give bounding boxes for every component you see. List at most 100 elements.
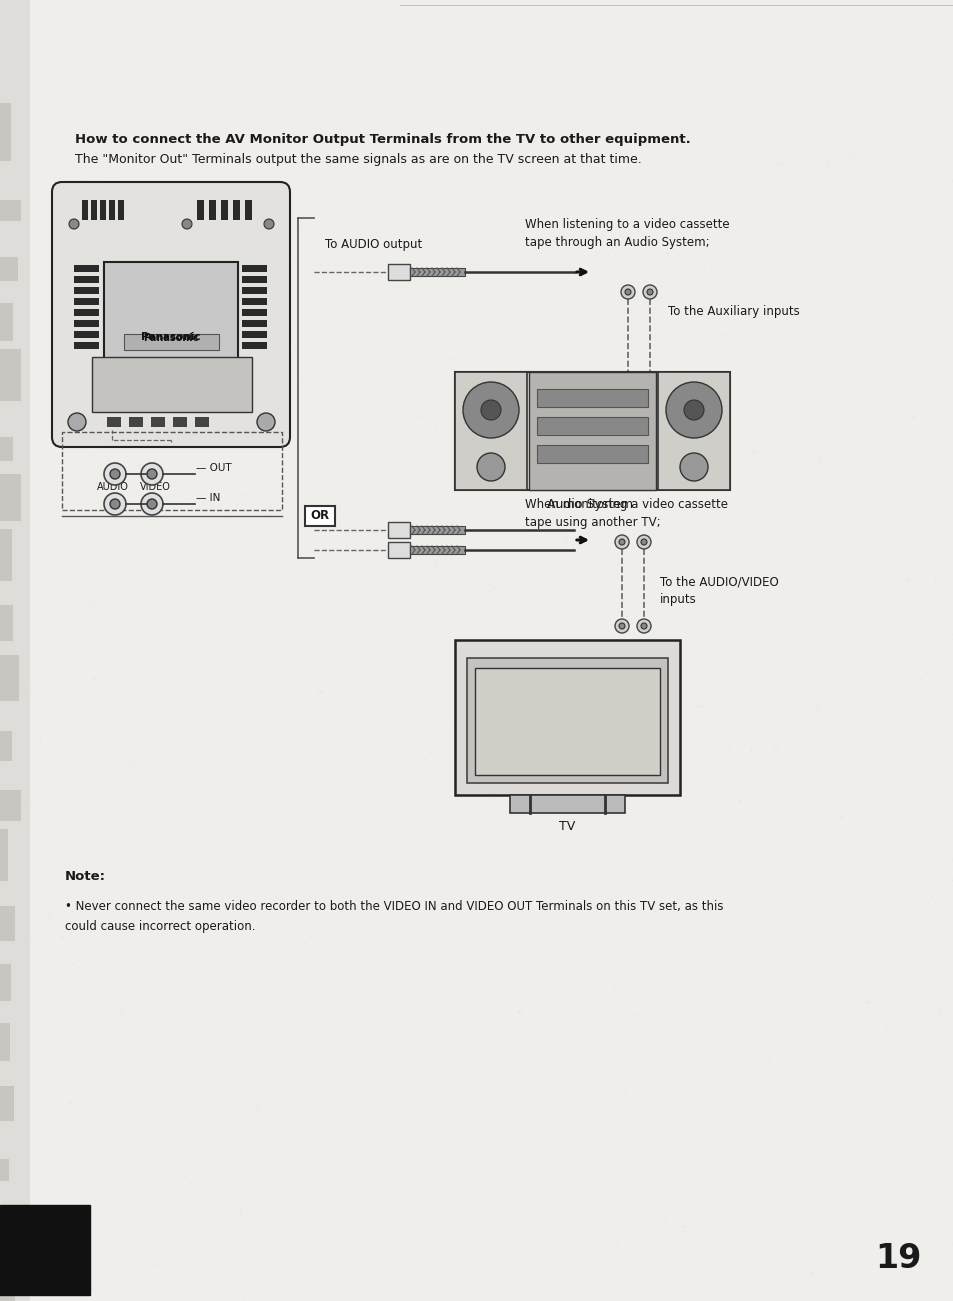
Bar — [118, 200, 124, 220]
Bar — [410, 526, 464, 533]
Bar — [305, 506, 335, 526]
Bar — [0, 0, 30, 1301]
Circle shape — [141, 463, 163, 485]
Text: Panasonic: Panasonic — [141, 332, 200, 342]
Bar — [0, 1086, 14, 1121]
Circle shape — [646, 289, 652, 295]
Text: VIDEO: VIDEO — [140, 481, 171, 492]
Bar — [0, 303, 13, 341]
Text: When monitoring a video cassette
tape using another TV;: When monitoring a video cassette tape us… — [524, 498, 727, 530]
Bar — [100, 200, 106, 220]
Circle shape — [110, 500, 120, 509]
Bar — [242, 288, 267, 294]
Bar — [242, 320, 267, 327]
Bar — [0, 437, 13, 461]
Circle shape — [182, 219, 192, 229]
Circle shape — [618, 623, 624, 628]
Bar — [109, 200, 115, 220]
Bar — [74, 320, 99, 327]
Circle shape — [665, 382, 721, 438]
Circle shape — [104, 463, 126, 485]
Bar — [0, 905, 15, 941]
Bar — [0, 654, 19, 701]
Text: TV: TV — [558, 820, 575, 833]
Bar — [91, 200, 97, 220]
Bar — [172, 418, 187, 427]
Circle shape — [147, 500, 157, 509]
Bar — [151, 418, 165, 427]
Bar — [455, 372, 729, 490]
Circle shape — [615, 619, 628, 634]
Bar — [74, 342, 99, 349]
Bar — [510, 795, 624, 813]
Circle shape — [264, 219, 274, 229]
Bar — [242, 276, 267, 284]
Bar — [74, 298, 99, 304]
Circle shape — [141, 493, 163, 515]
Bar — [0, 1159, 9, 1181]
Text: 19: 19 — [874, 1242, 921, 1275]
Circle shape — [476, 453, 504, 481]
Bar — [74, 265, 99, 272]
Bar — [74, 310, 99, 316]
Bar — [0, 790, 21, 821]
Bar — [0, 829, 8, 881]
Bar — [221, 200, 228, 220]
Bar — [410, 268, 464, 276]
Bar — [0, 1215, 21, 1241]
Bar — [658, 372, 729, 490]
Circle shape — [642, 285, 657, 299]
Bar — [74, 330, 99, 338]
Bar — [0, 103, 11, 161]
Bar — [233, 200, 240, 220]
Circle shape — [615, 535, 628, 549]
Text: • Never connect the same video recorder to both the VIDEO IN and VIDEO OUT Termi: • Never connect the same video recorder … — [65, 900, 722, 933]
Text: OR: OR — [310, 509, 329, 522]
Text: How to connect the AV Monitor Output Terminals from the TV to other equipment.: How to connect the AV Monitor Output Ter… — [75, 133, 690, 146]
Circle shape — [256, 412, 274, 431]
Text: Panasonic: Panasonic — [143, 333, 198, 343]
Bar — [537, 389, 647, 407]
Bar — [537, 418, 647, 435]
Bar — [455, 372, 526, 490]
Text: AUDIO: AUDIO — [97, 481, 129, 492]
Text: To the AUDIO/VIDEO
inputs: To the AUDIO/VIDEO inputs — [659, 575, 778, 606]
Bar — [0, 1205, 90, 1294]
Circle shape — [637, 619, 650, 634]
Text: The "Monitor Out" Terminals output the same signals as are on the TV screen at t: The "Monitor Out" Terminals output the s… — [75, 154, 641, 167]
Bar — [0, 258, 18, 281]
Bar — [455, 640, 679, 795]
Bar — [467, 658, 667, 783]
Circle shape — [69, 219, 79, 229]
Bar — [194, 418, 209, 427]
Bar — [388, 522, 410, 539]
Text: — IN: — IN — [195, 493, 220, 503]
Bar — [91, 356, 252, 412]
Circle shape — [620, 285, 635, 299]
Bar — [0, 1023, 10, 1062]
Bar — [74, 288, 99, 294]
Bar — [529, 372, 656, 490]
Bar — [124, 334, 219, 350]
Text: — OUT: — OUT — [195, 463, 232, 474]
Circle shape — [640, 623, 646, 628]
Bar — [388, 543, 410, 558]
Bar — [196, 200, 204, 220]
Bar — [242, 330, 267, 338]
Bar — [107, 418, 121, 427]
Text: Note:: Note: — [65, 870, 106, 883]
Bar — [245, 200, 252, 220]
Bar — [388, 264, 410, 280]
Bar — [74, 276, 99, 284]
Circle shape — [110, 468, 120, 479]
Circle shape — [618, 539, 624, 545]
Bar — [242, 265, 267, 272]
Bar — [475, 667, 659, 775]
Bar — [0, 731, 12, 761]
Bar — [129, 418, 143, 427]
Bar — [0, 474, 21, 520]
Bar — [62, 432, 282, 510]
Text: To the Auxiliary inputs: To the Auxiliary inputs — [667, 304, 799, 317]
Bar — [242, 298, 267, 304]
Bar — [410, 546, 464, 554]
